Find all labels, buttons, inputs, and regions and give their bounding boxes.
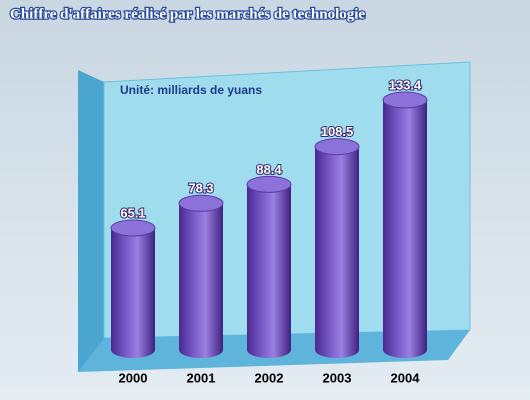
- data-label: 88.4: [256, 162, 282, 177]
- bar: [383, 100, 427, 358]
- x-tick-label: 2000: [119, 370, 148, 385]
- unit-label: Unité: milliards de yuans: [120, 83, 262, 97]
- x-tick-label: 2002: [255, 370, 284, 385]
- data-label: 78.3: [188, 181, 213, 196]
- data-label: 65.1: [120, 205, 145, 220]
- bar: [247, 184, 291, 358]
- bar-top: [110, 219, 156, 237]
- data-label: 133.4: [389, 77, 422, 92]
- bar-top: [382, 91, 428, 109]
- bar-top: [246, 175, 292, 193]
- data-label: 108.5: [321, 124, 354, 139]
- x-tick-label: 2004: [391, 370, 421, 385]
- bar-top: [178, 194, 224, 212]
- x-tick-label: 2003: [323, 370, 352, 385]
- bar: [315, 146, 359, 358]
- bar: [179, 203, 223, 358]
- bar-top: [314, 138, 360, 156]
- chart-title: Chiffre d'affaires réalisé par les march…: [10, 6, 365, 22]
- panel-left-wall: [78, 70, 104, 372]
- bar: [111, 227, 155, 358]
- x-tick-label: 2001: [187, 370, 216, 385]
